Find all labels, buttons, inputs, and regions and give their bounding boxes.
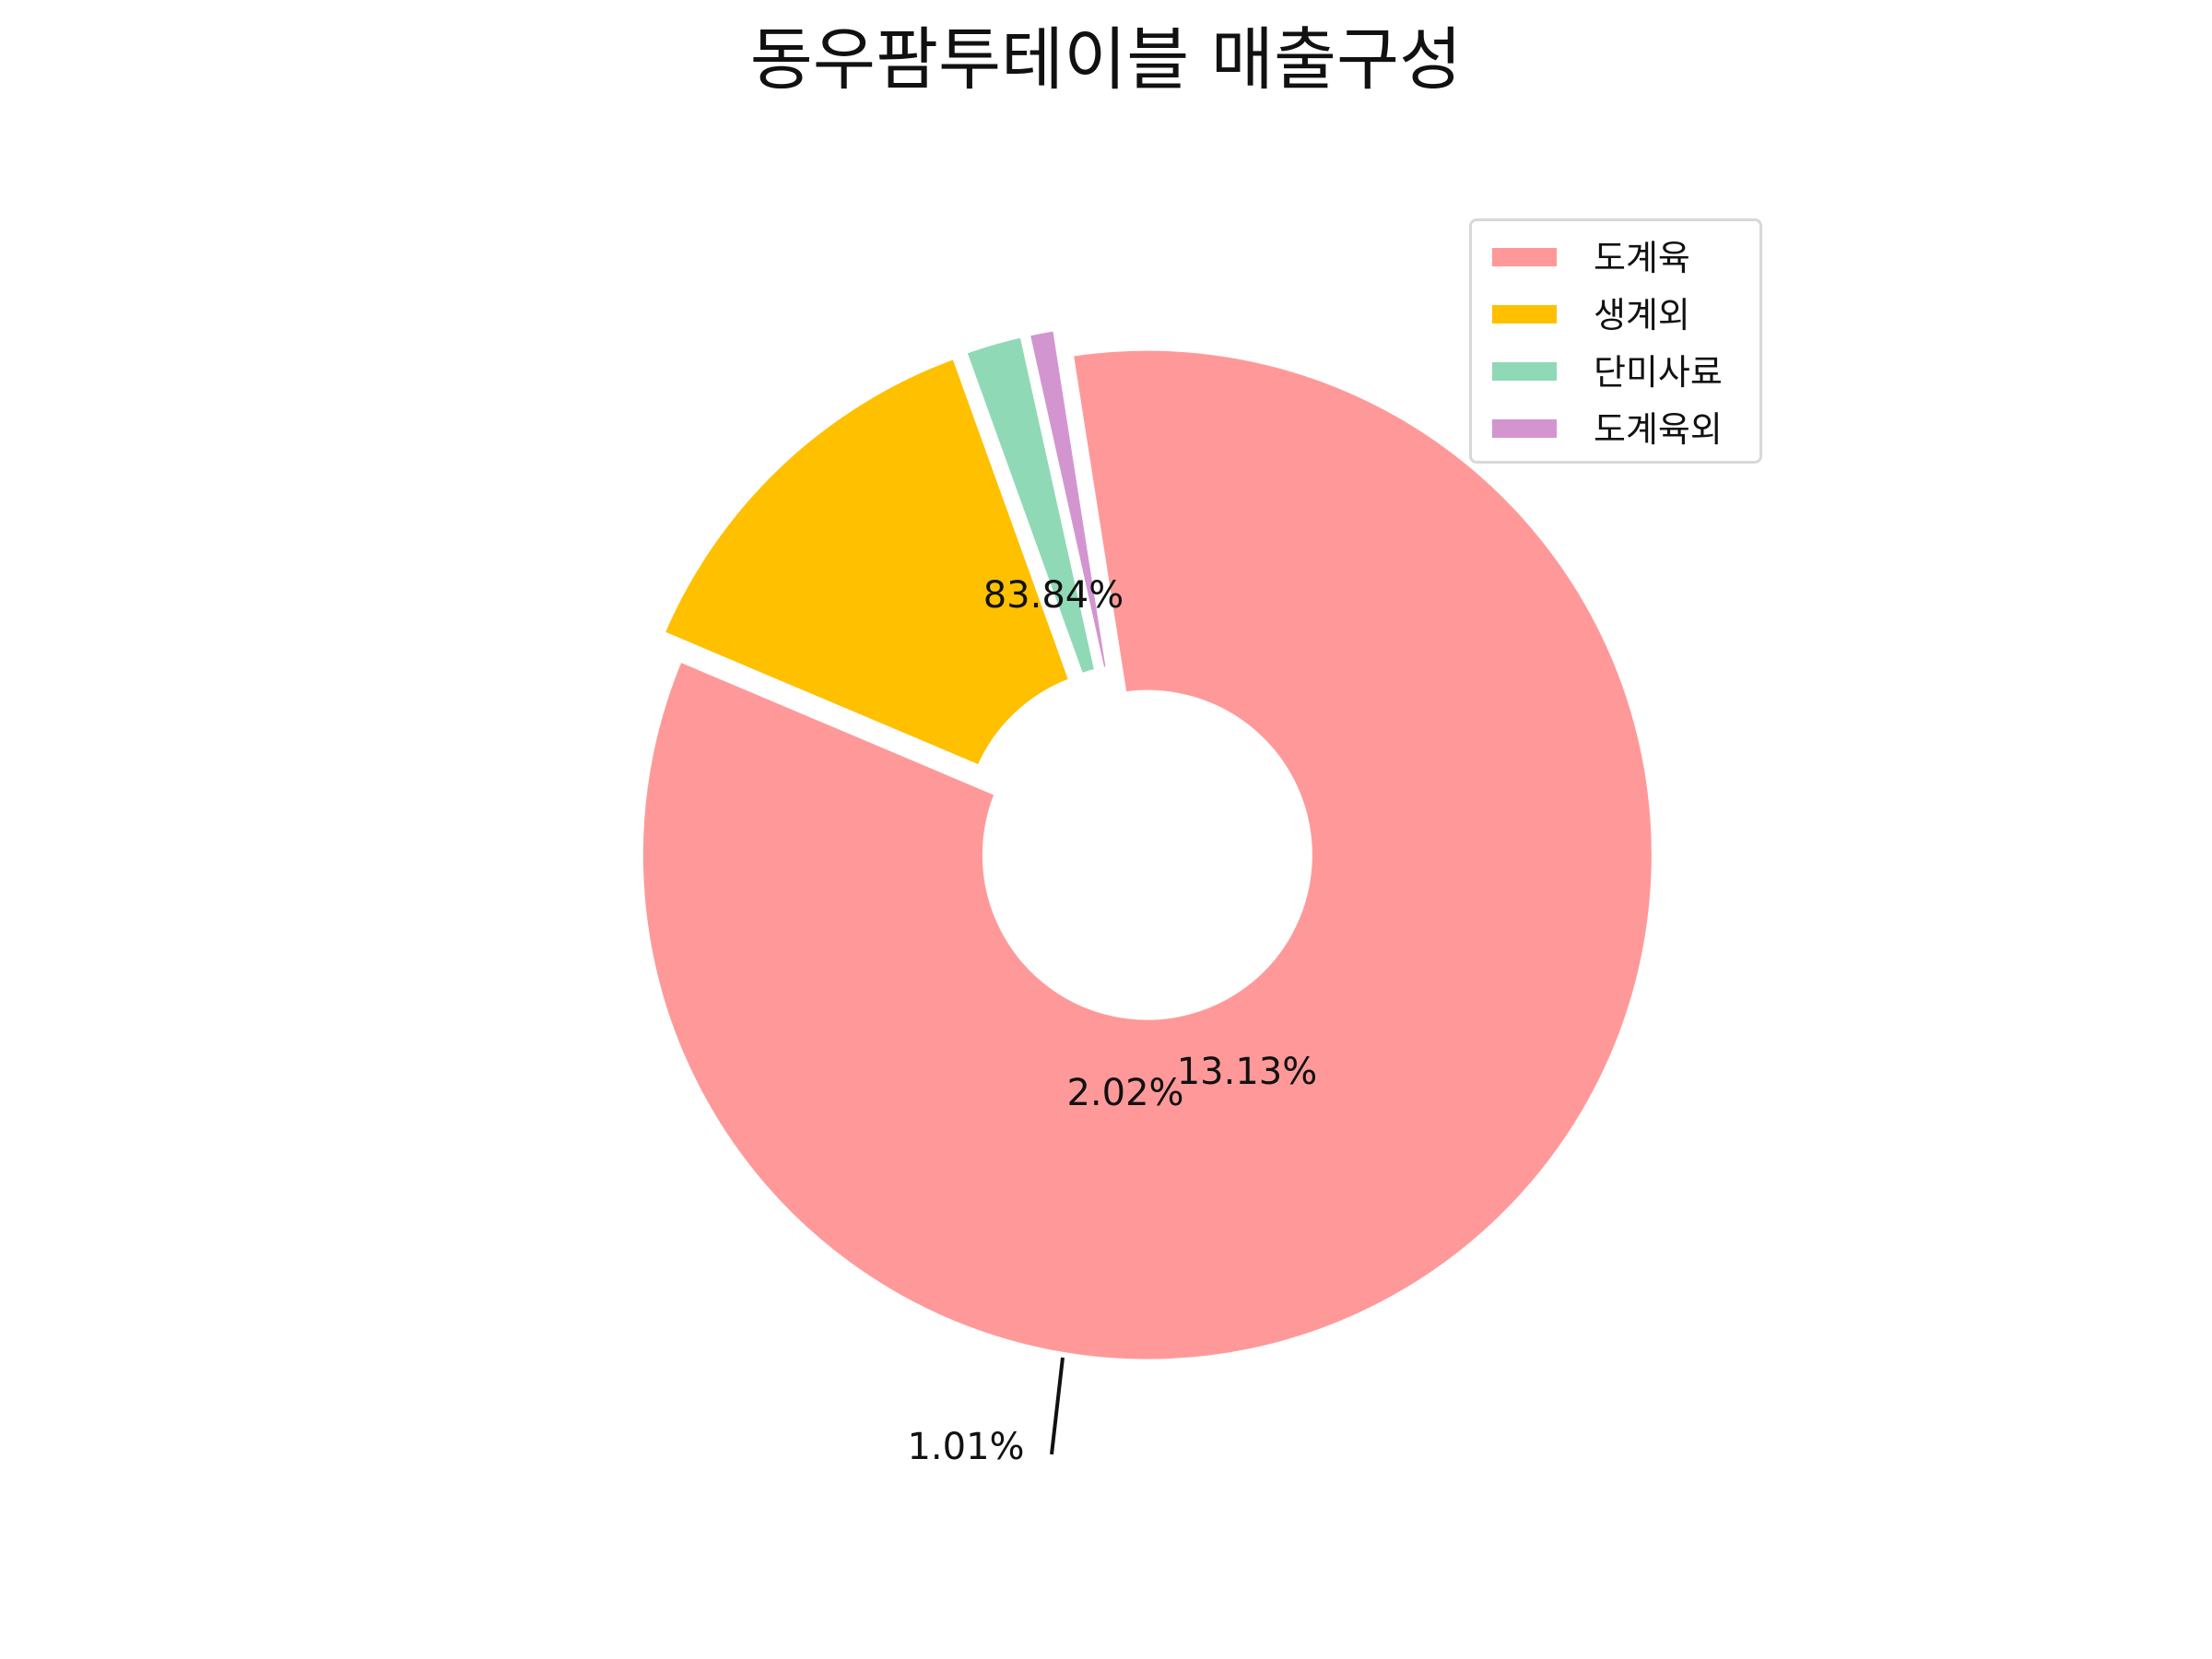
legend-swatch-1: [1492, 305, 1557, 324]
legend-item-3: 도계육외: [1492, 402, 1750, 457]
legend-item-0: 도계육: [1492, 230, 1750, 286]
legend-label-1: 생계외: [1594, 295, 1690, 335]
leader-line-3: [1050, 1357, 1065, 1455]
pie-slice-0: [633, 341, 1661, 1369]
pie-slice-3: [1019, 321, 1116, 678]
legend-item-2: 단미사료: [1492, 345, 1750, 400]
slice-label-1: 13.13%: [1177, 1051, 1318, 1093]
slice-label-0: 83.84%: [983, 574, 1124, 617]
pie-slice-1: [653, 347, 1080, 777]
chart-title: 동우팜투테이블 매출구성: [749, 20, 1463, 100]
legend: 도계육 생계외 단미사료 도계육외: [1469, 218, 1762, 464]
legend-label-2: 단미사료: [1594, 352, 1723, 393]
slice-label-3: 1.01%: [907, 1426, 1024, 1468]
legend-swatch-3: [1492, 419, 1557, 438]
labels-layer: 83.84% 13.13%2.02% 1.01%: [907, 574, 1317, 1468]
legend-swatch-0: [1492, 248, 1557, 266]
slices-layer: [633, 321, 1661, 1369]
legend-label-3: 도계육외: [1594, 409, 1723, 450]
legend-label-0: 도계육: [1594, 238, 1690, 278]
legend-item-1: 생계외: [1492, 288, 1750, 343]
slice-label-2: 2.02%: [1066, 1072, 1183, 1114]
legend-swatch-2: [1492, 362, 1557, 381]
